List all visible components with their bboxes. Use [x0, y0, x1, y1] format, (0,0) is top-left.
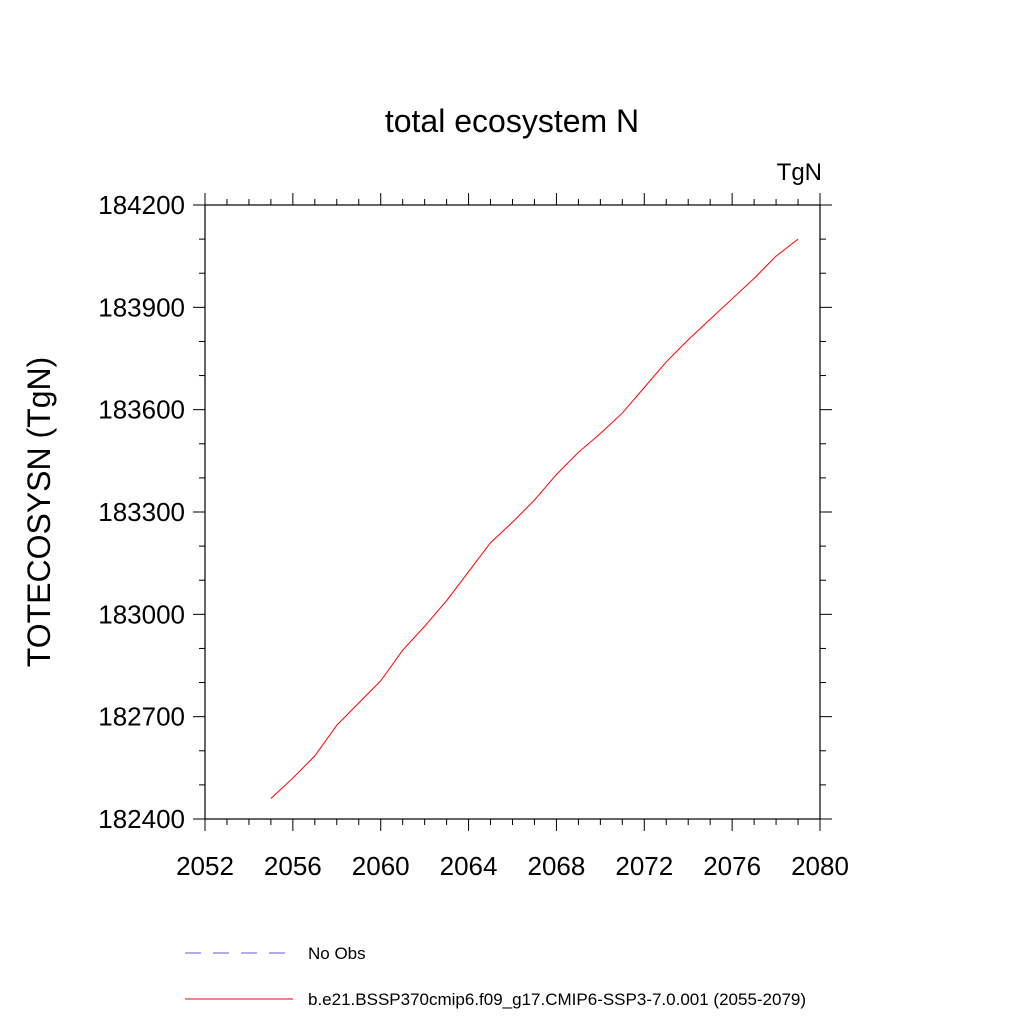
units-label: TgN: [777, 159, 822, 186]
legend-label: No Obs: [308, 944, 366, 963]
y-tick-label: 183300: [98, 497, 185, 527]
y-tick-label: 183600: [98, 395, 185, 425]
y-tick-label: 183900: [98, 292, 185, 322]
data-series: [270, 238, 799, 799]
x-tick-label: 2076: [703, 851, 761, 881]
axis-ticks: [193, 193, 832, 831]
y-tick-label: 182700: [98, 702, 185, 732]
legend: No Obs b.e21.BSSP370cmip6.f09_g17.CMIP6-S…: [185, 944, 806, 1009]
y-axis-label: TOTECOSYSN (TgN): [21, 357, 57, 668]
chart-title: total ecosystem N: [385, 103, 639, 139]
x-tick-label: 2072: [615, 851, 673, 881]
x-tick-label: 2056: [264, 851, 322, 881]
y-tick-label: 184200: [98, 190, 185, 220]
x-tick-label: 2080: [791, 851, 849, 881]
axis-tick-labels: 2052 2056 2060 2064 2068 2072 2076 2080 182400 18…: [98, 190, 849, 881]
x-tick-label: 2060: [352, 851, 410, 881]
series-line-0: [270, 238, 799, 799]
x-tick-label: 2064: [440, 851, 498, 881]
plot-frame: [204, 204, 821, 820]
x-tick-label: 2052: [176, 851, 234, 881]
y-tick-label: 182400: [98, 804, 185, 834]
x-tick-label: 2068: [528, 851, 586, 881]
y-tick-label: 183000: [98, 599, 185, 629]
legend-label: b.e21.BSSP370cmip6.f09_g17.CMIP6-SSP3-7.…: [308, 990, 806, 1009]
